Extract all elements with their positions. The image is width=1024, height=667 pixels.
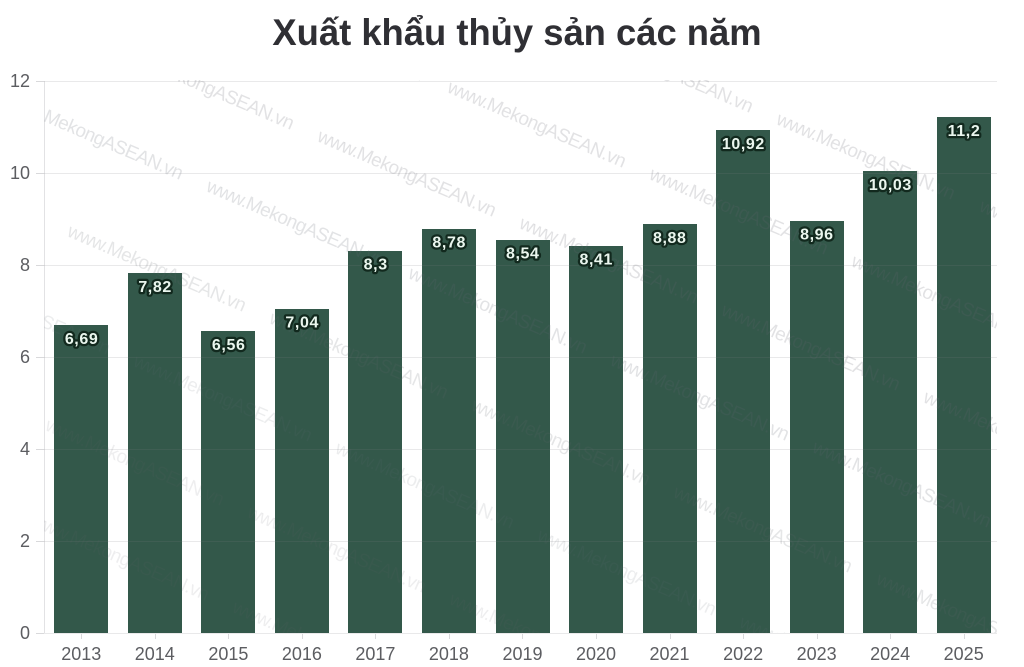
svg-text:6,56: 6,56 (212, 337, 246, 354)
svg-text:7,82: 7,82 (138, 279, 172, 296)
svg-text:11,2: 11,2 (948, 123, 981, 140)
svg-text:8,96: 8,96 (800, 226, 834, 243)
svg-text:8,88: 8,88 (653, 230, 687, 247)
svg-text:6,69: 6,69 (65, 331, 99, 348)
svg-text:8,54: 8,54 (506, 246, 540, 263)
svg-text:8,78: 8,78 (432, 235, 466, 252)
svg-text:7,04: 7,04 (285, 315, 319, 332)
svg-text:10,03: 10,03 (869, 177, 912, 194)
svg-text:8,3: 8,3 (364, 257, 388, 274)
svg-text:10,92: 10,92 (722, 136, 765, 153)
svg-text:8,41: 8,41 (580, 252, 614, 269)
